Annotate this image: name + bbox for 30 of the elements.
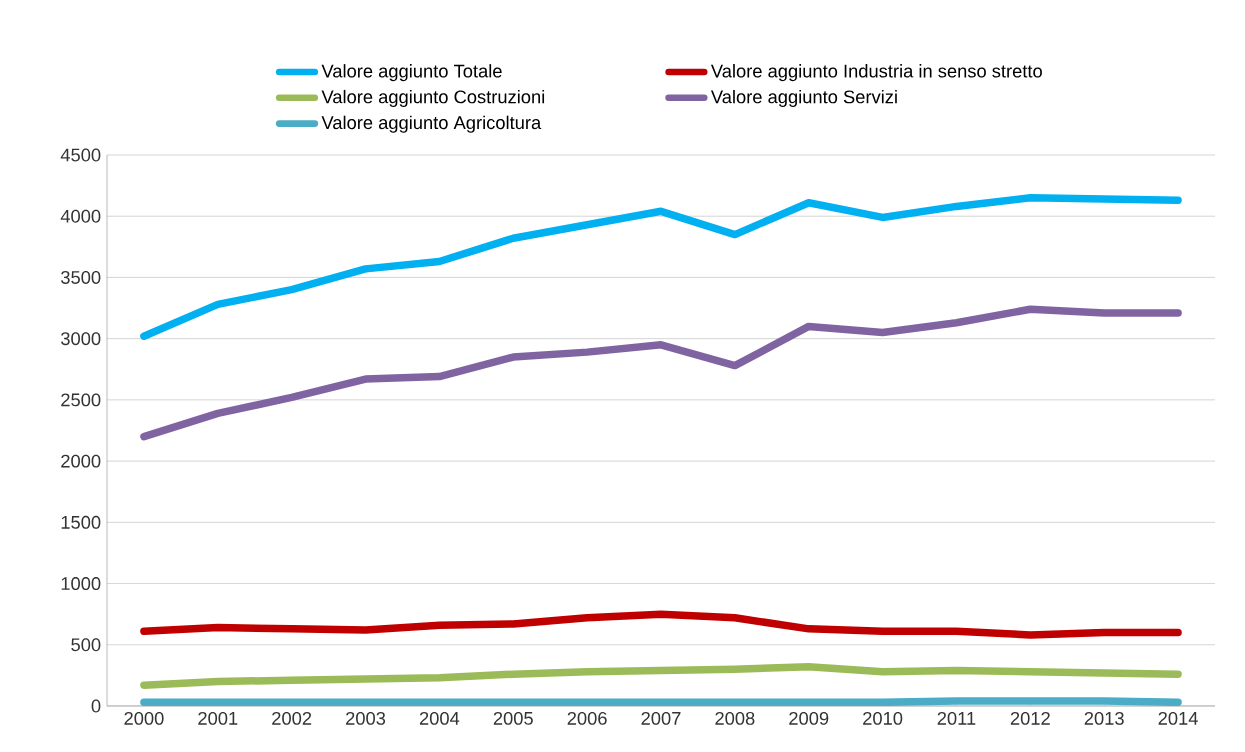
x-tick-label: 2008 bbox=[715, 711, 755, 725]
y-tick-label: 1500 bbox=[61, 515, 101, 529]
y-tick-label: 1000 bbox=[61, 577, 101, 591]
y-tick-label: 3000 bbox=[61, 332, 101, 346]
y-tick-label: 500 bbox=[71, 638, 101, 652]
y-tick-label: 4000 bbox=[60, 209, 101, 223]
y-tick-label: 4500 bbox=[60, 148, 101, 162]
x-tick-label: 2003 bbox=[346, 711, 386, 725]
x-tick-label: 2014 bbox=[1158, 711, 1198, 725]
x-tick-label: 2012 bbox=[1010, 711, 1050, 725]
y-tick-label: 0 bbox=[91, 699, 101, 713]
x-tick-label: 2005 bbox=[493, 711, 533, 725]
x-tick-label: 2006 bbox=[567, 711, 607, 725]
x-tick-label: 2000 bbox=[124, 711, 164, 725]
y-tick-label: 2500 bbox=[61, 393, 101, 407]
x-tick-label: 2010 bbox=[863, 711, 903, 725]
x-tick-label: 2011 bbox=[937, 711, 976, 725]
legend-label: Valore aggiunto Costruzioni bbox=[321, 89, 545, 107]
y-tick-label: 3500 bbox=[61, 270, 101, 284]
legend-label: Valore aggiunto Agricoltura bbox=[321, 115, 542, 133]
legend-label: Valore aggiunto Totale bbox=[321, 64, 502, 82]
x-tick-label: 2001 bbox=[198, 711, 238, 725]
y-tick-label: 2000 bbox=[61, 454, 101, 468]
x-tick-label: 2004 bbox=[419, 711, 460, 725]
x-tick-label: 2007 bbox=[641, 711, 681, 725]
legend-label: Valore aggiunto Industria in senso stretto bbox=[710, 64, 1042, 82]
x-tick-label: 2002 bbox=[272, 711, 312, 725]
x-tick-label: 2013 bbox=[1084, 711, 1124, 725]
legend-label: Valore aggiunto Servizi bbox=[710, 89, 897, 107]
x-tick-label: 2009 bbox=[789, 711, 829, 725]
